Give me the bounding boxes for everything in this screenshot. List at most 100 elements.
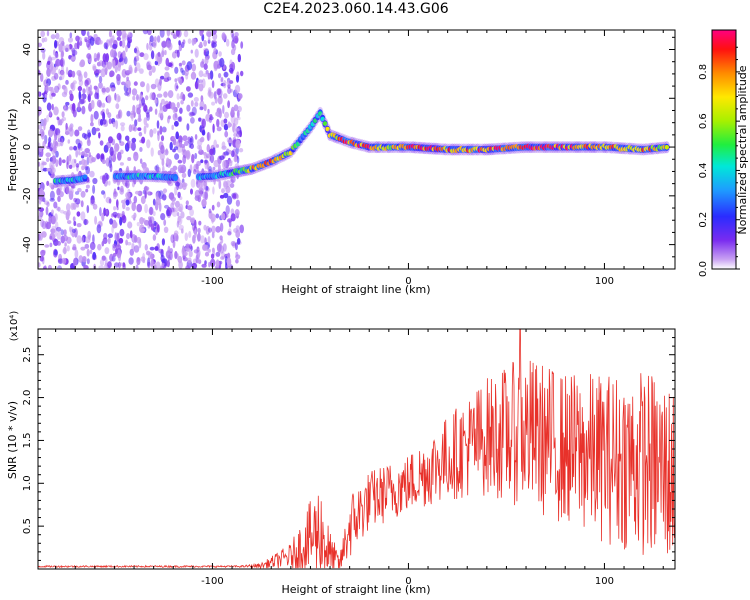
noise-speck xyxy=(181,145,186,153)
noise-speck xyxy=(83,153,89,158)
noise-speck xyxy=(129,230,133,239)
noise-speck xyxy=(133,195,138,204)
noise-speck xyxy=(118,237,124,244)
noise-speck xyxy=(53,72,59,80)
noise-speck xyxy=(87,95,90,101)
noise-speck xyxy=(57,241,61,246)
noise-speck xyxy=(145,95,149,101)
noise-speck xyxy=(190,178,196,188)
noise-speck xyxy=(174,251,178,259)
noise-speck xyxy=(41,231,47,238)
noise-speck xyxy=(125,167,129,174)
noise-speck xyxy=(108,198,112,204)
noise-speck xyxy=(159,78,162,86)
noise-speck xyxy=(229,63,234,69)
noise-speck xyxy=(56,116,60,121)
noise-speck xyxy=(58,157,62,167)
noise-speck xyxy=(139,52,145,58)
noise-speck xyxy=(190,71,197,80)
noise-speck xyxy=(72,80,77,85)
noise-speck xyxy=(173,146,179,151)
noise-speck xyxy=(39,128,45,137)
noise-speck xyxy=(182,181,186,186)
noise-speck xyxy=(51,92,56,97)
noise-speck xyxy=(195,163,199,170)
noise-speck xyxy=(194,219,197,229)
noise-speck xyxy=(174,120,179,127)
noise-speck xyxy=(131,88,138,96)
noise-speck xyxy=(125,199,130,206)
noise-speck xyxy=(208,91,214,99)
noise-speck xyxy=(152,211,156,217)
noise-speck xyxy=(86,85,89,93)
noise-speck xyxy=(222,160,227,170)
colorbar: 0.0 0.2 0.4 0.6 0.8 Normalized spectral ampl… xyxy=(698,29,749,277)
noise-speck xyxy=(77,142,82,149)
noise-speck xyxy=(105,257,108,267)
noise-speck xyxy=(71,203,77,209)
noise-speck xyxy=(207,131,210,142)
trace-core xyxy=(318,111,323,116)
noise-speck xyxy=(203,104,207,112)
noise-speck xyxy=(174,181,181,187)
noise-speck xyxy=(221,251,226,260)
noise-speck xyxy=(188,230,192,239)
noise-speck xyxy=(181,172,187,178)
noise-speck xyxy=(235,128,240,132)
noise-speck xyxy=(92,184,96,194)
noise-speck xyxy=(190,112,196,116)
y-tick-label: 1.5 xyxy=(22,432,33,448)
noise-speck xyxy=(193,249,199,254)
noise-speck xyxy=(231,40,235,49)
noise-speck xyxy=(237,53,241,63)
noise-speck xyxy=(217,163,221,173)
noise-speck xyxy=(69,146,74,151)
noise-speck xyxy=(180,100,184,105)
noise-speck xyxy=(198,83,204,92)
noise-speck xyxy=(63,85,68,95)
noise-speck xyxy=(80,246,86,251)
noise-speck xyxy=(190,58,195,64)
noise-speck xyxy=(188,111,195,117)
noise-speck xyxy=(113,206,117,211)
noise-speck xyxy=(93,33,98,39)
noise-speck xyxy=(197,79,200,84)
noise-speck xyxy=(219,222,224,232)
noise-speck xyxy=(224,130,229,138)
noise-speck xyxy=(162,165,165,174)
noise-speck xyxy=(144,244,148,251)
noise-speck xyxy=(116,73,121,82)
noise-speck xyxy=(186,104,191,112)
noise-speck xyxy=(143,219,150,226)
noise-speck xyxy=(141,136,146,144)
noise-speck xyxy=(196,169,199,174)
noise-speck xyxy=(199,30,204,37)
noise-speck xyxy=(107,94,112,104)
noise-speck xyxy=(118,261,121,269)
noise-speck xyxy=(187,92,194,98)
noise-speck xyxy=(67,139,71,144)
noise-speck xyxy=(98,265,104,269)
noise-speck xyxy=(139,228,146,233)
noise-speck xyxy=(142,164,147,171)
noise-speck xyxy=(133,166,136,173)
colorbar-label: Normalized spectral amplitude xyxy=(736,65,749,234)
noise-speck xyxy=(77,102,81,111)
noise-speck xyxy=(108,180,111,186)
noise-speck xyxy=(92,234,95,244)
spectrogram-panel: -100 0 100 -40 -20 0 20 40 Height of straight l… xyxy=(6,29,676,296)
noise-speck xyxy=(49,242,53,248)
noise-speck xyxy=(51,103,54,111)
noise-speck xyxy=(101,87,106,93)
noise-speck xyxy=(158,190,164,200)
noise-speck xyxy=(240,41,244,49)
spectrogram-ylabel: Frequency (Hz) xyxy=(6,109,19,192)
noise-speck xyxy=(136,222,140,227)
noise-speck xyxy=(218,51,222,57)
noise-speck xyxy=(94,215,98,225)
noise-speck xyxy=(81,30,86,36)
noise-speck xyxy=(223,181,229,190)
noise-speck xyxy=(201,263,207,268)
noise-speck xyxy=(43,122,46,131)
